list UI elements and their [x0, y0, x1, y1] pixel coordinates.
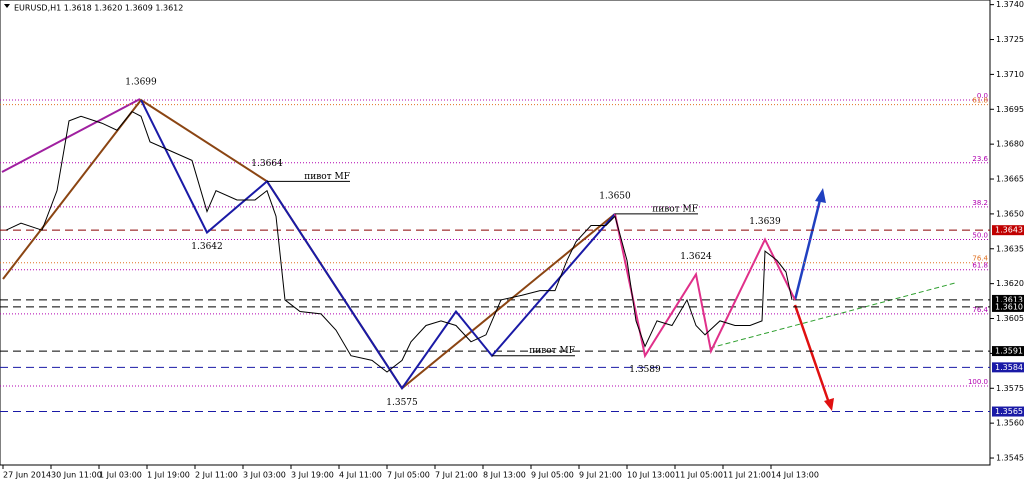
x-tick-label: 7 Jul 21:00	[435, 471, 478, 480]
fib-label: 23.6	[972, 155, 988, 163]
arrow-down	[793, 304, 834, 411]
mf-pivot-label: пивот MF	[304, 172, 350, 182]
fib-label: 76.4	[972, 255, 988, 263]
mf-pivot-label: пивот MF	[529, 346, 575, 356]
menu-icon[interactable]	[4, 4, 10, 8]
pivot-label: 1.3699	[125, 77, 157, 87]
level-box	[992, 294, 1024, 305]
level-box	[992, 225, 1024, 236]
fib-label: 100.0	[968, 378, 988, 386]
plot-area	[0, 0, 991, 466]
y-tick-label: 1.3650	[996, 209, 1024, 218]
y-tick-label: 1.3665	[996, 175, 1024, 184]
y-tick-label: 1.3560	[996, 419, 1024, 428]
y-tick-label: 1.3740	[996, 0, 1024, 9]
x-tick-label: 2 Jul 11:00	[195, 471, 238, 480]
x-tick-label: 3 Jul 03:00	[243, 471, 286, 480]
pivot-label: 1.3642	[191, 242, 223, 252]
fib-label: 38.2	[972, 199, 988, 207]
y-tick-label: 1.3620	[996, 279, 1024, 288]
y-tick-label: 1.3695	[996, 105, 1024, 114]
x-tick-label: 4 Jul 11:00	[339, 471, 382, 480]
x-tick-label: 10 Jul 13:00	[627, 471, 675, 480]
x-tick-label: 9 Jul 05:00	[531, 471, 574, 480]
fib-label: 0.0	[977, 92, 988, 100]
level-label: 1.3613	[995, 295, 1023, 304]
y-tick-label: 1.3575	[996, 384, 1024, 393]
level-label: 1.3584	[995, 363, 1023, 372]
x-tick-label: 9 Jul 21:00	[579, 471, 622, 480]
pivot-label: 1.3624	[680, 252, 712, 262]
y-tick-label: 1.3725	[996, 35, 1024, 44]
pivot-label: 1.3664	[251, 159, 283, 169]
y-tick-label: 1.3545	[996, 454, 1024, 463]
trend-line	[1, 98, 141, 173]
x-tick-label: 1 Jul 03:00	[99, 471, 142, 480]
level-label: 1.3591	[995, 347, 1023, 356]
fib-label: 61.8	[972, 97, 988, 105]
fib-label: 50.0	[972, 231, 988, 239]
y-tick-label: 1.3710	[996, 70, 1024, 79]
trend-line	[709, 282, 956, 349]
pivot-label: 1.3639	[749, 217, 781, 227]
x-tick-label: 11 Jul 21:00	[723, 471, 771, 480]
x-tick-label: 8 Jul 13:00	[483, 471, 526, 480]
x-tick-label: 3 Jul 19:00	[291, 471, 334, 480]
arrow-up	[793, 188, 826, 301]
pivot-label: 1.3589	[629, 365, 661, 375]
level-box	[992, 346, 1024, 357]
level-label: 1.3643	[995, 226, 1023, 235]
level-label: 1.3565	[995, 407, 1023, 416]
level-box	[992, 362, 1024, 373]
x-tick-label: 14 Jul 13:00	[771, 471, 819, 480]
x-tick-label: 7 Jul 05:00	[387, 471, 430, 480]
level-box	[992, 406, 1024, 417]
pivot-label: 1.3650	[599, 191, 631, 201]
level-label: 1.3610	[995, 302, 1023, 311]
y-tick-label: 1.3605	[996, 314, 1024, 323]
fib-label: 61.8	[972, 262, 988, 270]
y-tick-label: 1.3680	[996, 140, 1024, 149]
level-box	[992, 301, 1024, 312]
x-tick-label: 27 Jun 2014	[3, 471, 51, 480]
mf-pivot-label: пивот MF	[652, 204, 698, 214]
chart-title: EURUSD,H1 1.3618 1.3620 1.3609 1.3612	[14, 4, 183, 13]
pivot-label: 1.3575	[386, 398, 418, 408]
x-tick-label: 30 Jun 11:00	[51, 471, 102, 480]
x-tick-label: 11 Jul 05:00	[675, 471, 723, 480]
y-tick-label: 1.3635	[996, 244, 1024, 253]
price-line	[5, 110, 793, 373]
x-tick-label: 1 Jul 19:00	[147, 471, 190, 480]
fib-label: 76.4	[972, 306, 988, 314]
